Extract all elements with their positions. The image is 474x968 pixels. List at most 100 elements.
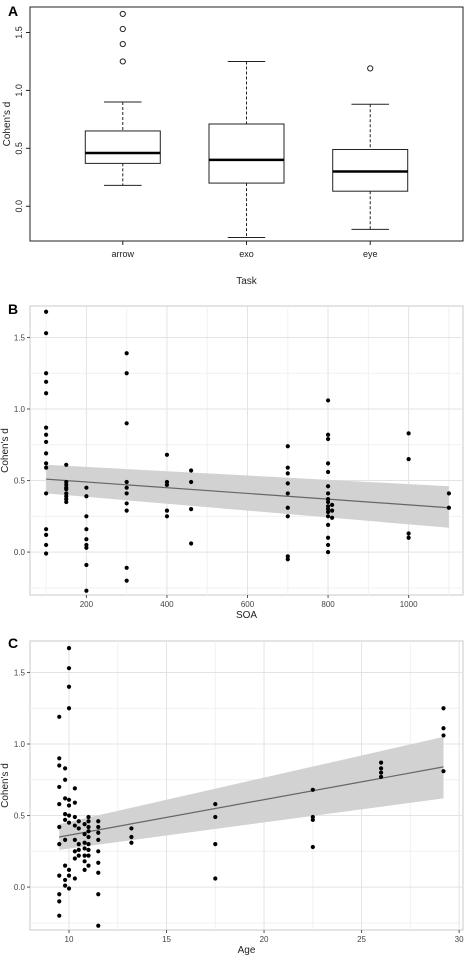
data-point xyxy=(64,487,69,492)
x-tick-label: 600 xyxy=(241,600,255,609)
data-point xyxy=(57,842,62,847)
data-point xyxy=(406,531,411,536)
data-point xyxy=(63,837,68,842)
data-point xyxy=(66,820,72,825)
data-point xyxy=(57,756,62,761)
data-point xyxy=(310,817,315,822)
data-point xyxy=(285,514,290,519)
data-point xyxy=(164,452,170,457)
data-point xyxy=(325,542,331,548)
data-point xyxy=(63,863,68,868)
y-tick-label: 0.0 xyxy=(14,883,26,892)
outlier-point xyxy=(367,65,374,72)
data-point xyxy=(86,853,91,858)
data-point xyxy=(72,786,77,791)
data-point xyxy=(82,846,87,851)
data-point xyxy=(66,666,72,671)
data-point xyxy=(124,501,129,506)
data-point xyxy=(57,873,62,878)
data-point xyxy=(325,469,331,475)
data-point xyxy=(285,481,290,486)
data-point xyxy=(76,842,81,847)
data-point xyxy=(325,499,331,505)
data-point xyxy=(124,578,129,583)
data-point xyxy=(285,465,290,470)
outlier-point xyxy=(119,10,126,18)
panel-label: C xyxy=(8,635,18,651)
y-tick-label: 0.5 xyxy=(14,477,26,486)
data-point xyxy=(72,856,77,861)
data-point xyxy=(325,549,331,555)
data-point xyxy=(72,876,77,881)
data-point xyxy=(86,834,91,840)
data-point xyxy=(129,834,134,840)
data-point xyxy=(44,439,49,445)
data-point xyxy=(44,491,49,496)
x-tick-label: 30 xyxy=(455,935,464,944)
data-point xyxy=(124,565,129,570)
data-point xyxy=(96,923,101,928)
data-point xyxy=(66,886,72,891)
data-point xyxy=(285,557,290,562)
x-tick-label: eye xyxy=(363,249,378,259)
data-point xyxy=(63,817,68,822)
data-point xyxy=(86,819,91,824)
data-point xyxy=(406,535,411,540)
data-point xyxy=(325,484,331,489)
panel-label: A xyxy=(8,3,18,19)
data-point xyxy=(96,892,101,897)
y-tick-label: 0.0 xyxy=(14,200,24,213)
data-point xyxy=(63,877,68,883)
data-point xyxy=(57,824,62,830)
data-point xyxy=(72,837,77,842)
y-axis-label: Cohen's d xyxy=(0,428,11,473)
data-point xyxy=(57,714,62,719)
data-point xyxy=(213,801,218,807)
data-point xyxy=(164,508,170,513)
y-tick-label: 0.5 xyxy=(14,812,26,821)
data-point xyxy=(82,859,87,864)
data-point xyxy=(96,830,101,835)
data-point xyxy=(96,849,101,854)
y-tick-label: 1.5 xyxy=(14,333,26,342)
y-axis-label: Cohen's d xyxy=(2,102,13,147)
confidence-band xyxy=(59,736,444,850)
data-point xyxy=(406,456,411,462)
data-point xyxy=(84,514,89,519)
data-point xyxy=(325,522,331,527)
data-point xyxy=(441,726,446,731)
data-point xyxy=(57,899,62,904)
data-point xyxy=(86,847,91,852)
data-point xyxy=(72,849,77,854)
data-point xyxy=(72,814,77,820)
data-point xyxy=(66,813,72,818)
data-point xyxy=(329,502,335,507)
data-point xyxy=(189,507,194,512)
data-point xyxy=(446,505,452,510)
data-point xyxy=(164,514,170,519)
data-point xyxy=(44,532,49,538)
data-point xyxy=(124,479,129,485)
x-tick-label: 25 xyxy=(357,935,366,944)
data-point xyxy=(325,432,331,437)
x-tick-label: 800 xyxy=(321,600,335,609)
data-point xyxy=(44,379,49,384)
data-point xyxy=(44,425,49,430)
x-tick-label: 10 xyxy=(65,935,74,944)
data-point xyxy=(57,763,62,768)
data-point xyxy=(325,436,331,442)
data-point xyxy=(124,371,129,376)
data-point xyxy=(325,514,331,519)
data-point xyxy=(82,822,87,827)
data-point xyxy=(44,331,49,336)
data-point xyxy=(76,826,81,831)
data-point xyxy=(44,551,49,556)
data-point xyxy=(86,814,91,820)
data-point xyxy=(325,461,331,466)
x-tick-label: exo xyxy=(239,249,254,259)
data-point xyxy=(96,837,101,842)
data-point xyxy=(44,451,49,456)
data-point xyxy=(63,883,68,888)
data-point xyxy=(66,803,72,808)
regression-line xyxy=(46,478,449,509)
